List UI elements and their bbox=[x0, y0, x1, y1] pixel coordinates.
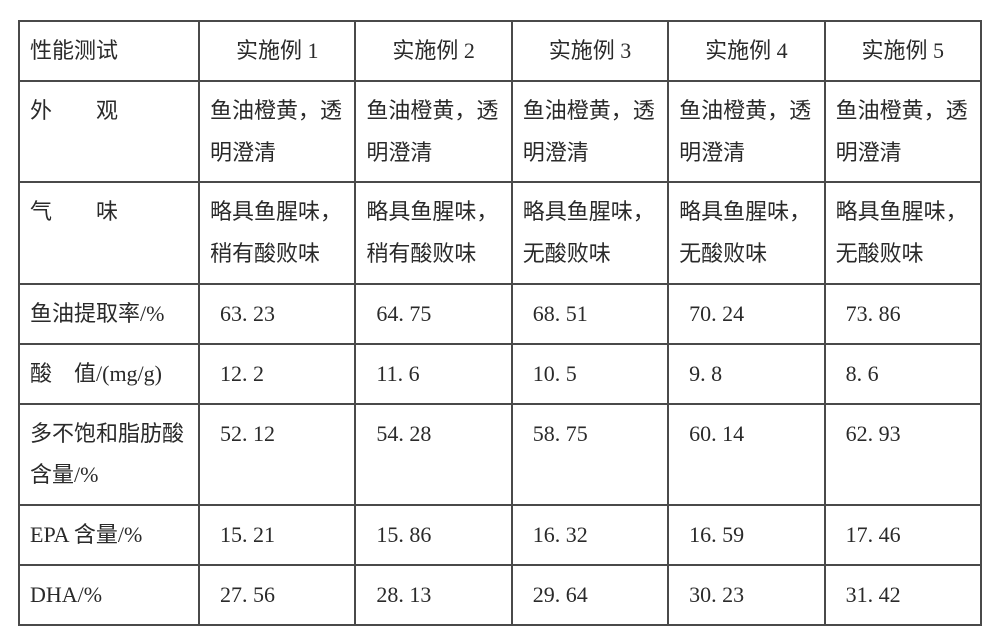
data-cell: 略具鱼腥味，无酸败味 bbox=[512, 182, 668, 284]
data-cell: 63. 23 bbox=[199, 284, 355, 344]
data-cell: 16. 32 bbox=[512, 505, 668, 565]
data-cell: 11. 6 bbox=[355, 344, 511, 404]
data-cell: 鱼油橙黄，透明澄清 bbox=[355, 81, 511, 183]
data-cell: 略具鱼腥味，稍有酸败味 bbox=[355, 182, 511, 284]
data-cell: 略具鱼腥味，无酸败味 bbox=[825, 182, 981, 284]
data-cell: 28. 13 bbox=[355, 565, 511, 625]
row-label: 鱼油提取率/% bbox=[19, 284, 199, 344]
performance-table: 性能测试 实施例 1 实施例 2 实施例 3 实施例 4 实施例 5 外 观 鱼… bbox=[18, 20, 982, 626]
header-cell: 实施例 5 bbox=[825, 21, 981, 81]
row-label: EPA 含量/% bbox=[19, 505, 199, 565]
data-cell: 58. 75 bbox=[512, 404, 668, 506]
table-row: 外 观 鱼油橙黄，透明澄清 鱼油橙黄，透明澄清 鱼油橙黄，透明澄清 鱼油橙黄，透… bbox=[19, 81, 981, 183]
data-cell: 64. 75 bbox=[355, 284, 511, 344]
data-cell: 略具鱼腥味，稍有酸败味 bbox=[199, 182, 355, 284]
data-cell: 54. 28 bbox=[355, 404, 511, 506]
data-cell: 17. 46 bbox=[825, 505, 981, 565]
data-cell: 30. 23 bbox=[668, 565, 824, 625]
table-container: 性能测试 实施例 1 实施例 2 实施例 3 实施例 4 实施例 5 外 观 鱼… bbox=[0, 0, 1000, 563]
data-cell: 鱼油橙黄，透明澄清 bbox=[668, 81, 824, 183]
table-row: 气 味 略具鱼腥味，稍有酸败味 略具鱼腥味，稍有酸败味 略具鱼腥味，无酸败味 略… bbox=[19, 182, 981, 284]
data-cell: 62. 93 bbox=[825, 404, 981, 506]
data-cell: 70. 24 bbox=[668, 284, 824, 344]
data-cell: 29. 64 bbox=[512, 565, 668, 625]
data-cell: 31. 42 bbox=[825, 565, 981, 625]
table-row: DHA/% 27. 56 28. 13 29. 64 30. 23 31. 42 bbox=[19, 565, 981, 625]
data-cell: 16. 59 bbox=[668, 505, 824, 565]
row-label: DHA/% bbox=[19, 565, 199, 625]
table-row: EPA 含量/% 15. 21 15. 86 16. 32 16. 59 17.… bbox=[19, 505, 981, 565]
data-cell: 9. 8 bbox=[668, 344, 824, 404]
data-cell: 15. 86 bbox=[355, 505, 511, 565]
data-cell: 10. 5 bbox=[512, 344, 668, 404]
header-cell: 性能测试 bbox=[19, 21, 199, 81]
data-cell: 68. 51 bbox=[512, 284, 668, 344]
header-cell: 实施例 3 bbox=[512, 21, 668, 81]
table-row: 鱼油提取率/% 63. 23 64. 75 68. 51 70. 24 73. … bbox=[19, 284, 981, 344]
data-cell: 鱼油橙黄，透明澄清 bbox=[512, 81, 668, 183]
header-cell: 实施例 1 bbox=[199, 21, 355, 81]
data-cell: 15. 21 bbox=[199, 505, 355, 565]
row-label: 酸 值/(mg/g) bbox=[19, 344, 199, 404]
data-cell: 12. 2 bbox=[199, 344, 355, 404]
data-cell: 略具鱼腥味，无酸败味 bbox=[668, 182, 824, 284]
row-label: 多不饱和脂肪酸含量/% bbox=[19, 404, 199, 506]
header-cell: 实施例 4 bbox=[668, 21, 824, 81]
table-header-row: 性能测试 实施例 1 实施例 2 实施例 3 实施例 4 实施例 5 bbox=[19, 21, 981, 81]
table-row: 多不饱和脂肪酸含量/% 52. 12 54. 28 58. 75 60. 14 … bbox=[19, 404, 981, 506]
data-cell: 73. 86 bbox=[825, 284, 981, 344]
data-cell: 27. 56 bbox=[199, 565, 355, 625]
row-label: 气 味 bbox=[19, 182, 199, 284]
data-cell: 8. 6 bbox=[825, 344, 981, 404]
table-row: 酸 值/(mg/g) 12. 2 11. 6 10. 5 9. 8 8. 6 bbox=[19, 344, 981, 404]
row-label: 外 观 bbox=[19, 81, 199, 183]
data-cell: 60. 14 bbox=[668, 404, 824, 506]
data-cell: 鱼油橙黄，透明澄清 bbox=[825, 81, 981, 183]
data-cell: 52. 12 bbox=[199, 404, 355, 506]
header-cell: 实施例 2 bbox=[355, 21, 511, 81]
data-cell: 鱼油橙黄，透明澄清 bbox=[199, 81, 355, 183]
